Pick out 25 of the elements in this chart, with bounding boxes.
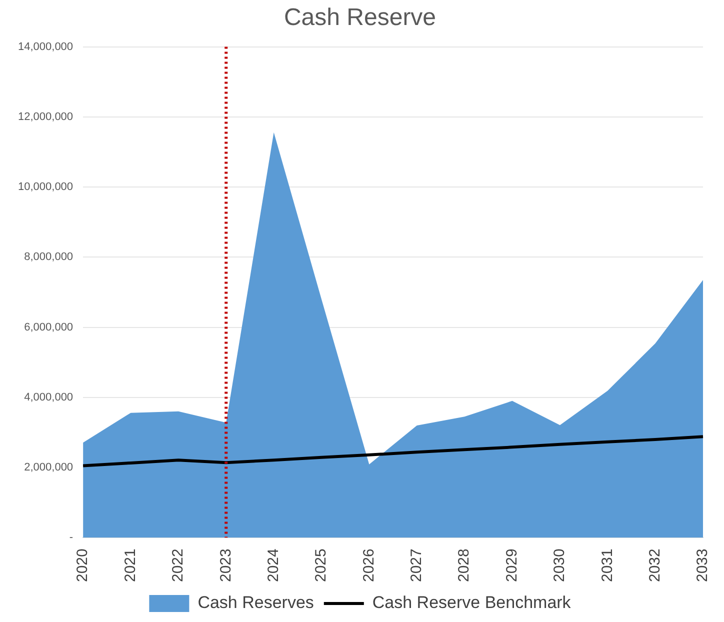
y-tick-label: 14,000,000 — [18, 40, 74, 53]
y-tick-label: 2,000,000 — [24, 462, 74, 474]
y-tick-label: 8,000,000 — [24, 251, 74, 264]
legend-label: Cash Reserve Benchmark — [372, 593, 572, 612]
y-tick-label: 4,000,000 — [24, 391, 74, 404]
x-tick-label: 2030 — [551, 548, 568, 582]
x-tick-label: 2023 — [217, 548, 234, 582]
x-tick-label: 2026 — [360, 548, 378, 582]
y-tick-label: - — [69, 532, 74, 544]
x-tick-label: 2025 — [312, 548, 330, 582]
x-tick-label: 2022 — [170, 548, 187, 582]
x-tick-label: 2027 — [408, 548, 426, 582]
y-tick-label: 10,000,000 — [18, 181, 74, 194]
x-tick-label: 2020 — [74, 548, 92, 582]
legend-label: Cash Reserves — [198, 593, 314, 612]
x-tick-label: 2021 — [122, 548, 139, 582]
y-tick-label: 12,000,000 — [18, 110, 74, 123]
x-tick-label: 2024 — [264, 548, 282, 582]
chart-title: Cash Reserve — [284, 4, 436, 32]
x-tick-label: 2029 — [503, 548, 520, 582]
x-tick-label: 2031 — [598, 548, 616, 582]
x-tick-label: 2032 — [646, 548, 664, 582]
x-tick-label: 2033 — [694, 548, 712, 582]
x-tick-label: 2028 — [456, 548, 473, 582]
y-tick-label: 6,000,000 — [24, 321, 74, 334]
